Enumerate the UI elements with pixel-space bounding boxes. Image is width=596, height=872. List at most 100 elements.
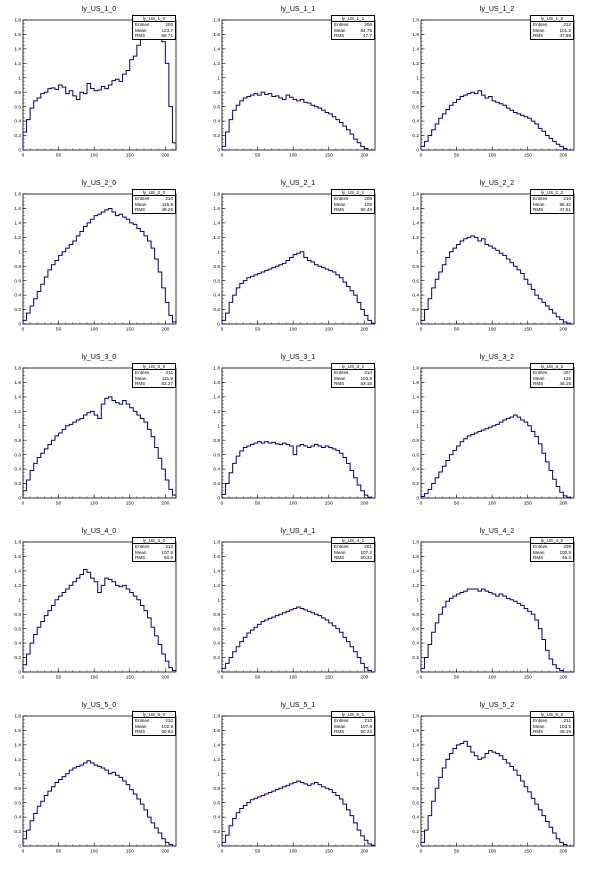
y-tick-label: 0.6 (213, 278, 220, 284)
y-tick-label: 0.8 (213, 264, 220, 270)
stats-row: Mean 107.2 (332, 550, 374, 555)
x-tick-label: 100 (90, 501, 98, 507)
y-tick-label: 1.6 (14, 554, 21, 560)
y-tick-label: 0.8 (412, 612, 419, 618)
y-tick-label: 1 (18, 771, 21, 777)
y-tick-label: 1.2 (213, 583, 220, 589)
y-tick-label: 0.6 (213, 626, 220, 632)
y-tick-label: 1.2 (213, 757, 220, 763)
histogram-panel: ly_US_2_1 0 0.2 0.4 0.6 0.8 1 1.2 1.4 1.6 1.8 0 50 10… (199, 174, 397, 348)
stats-value: 50.64 (161, 729, 174, 735)
x-tick-label: 100 (488, 153, 496, 159)
stats-row: RMS 50.64 (133, 729, 175, 734)
y-tick-label: 0.4 (213, 293, 220, 299)
histogram-plot: 0 0.2 0.4 0.6 0.8 1 1.2 1.4 1.6 1.8 0 50 100 150 200 (14, 540, 177, 681)
stats-name: ly_US_1_0 (133, 16, 175, 23)
y-tick-label: 0.2 (14, 655, 21, 661)
histogram-series (22, 568, 177, 672)
histogram-series (221, 251, 376, 324)
y-tick-label: 1 (217, 423, 220, 429)
histogram-title: ly_US_3_0 (81, 354, 117, 361)
stats-label: Entries (334, 718, 349, 724)
y-tick-label: 1.2 (14, 235, 21, 241)
x-tick-label: 0 (22, 501, 25, 507)
stats-label: RMS (334, 381, 345, 387)
x-tick-label: 150 (325, 327, 333, 333)
y-tick-label: 1.6 (14, 728, 21, 734)
stats-label: RMS (334, 33, 345, 39)
x-tick-label: 0 (22, 675, 25, 681)
y-tick-label: 0.8 (14, 264, 21, 270)
stats-label: Entries (135, 544, 150, 550)
y-tick-label: 0.4 (412, 641, 419, 647)
x-tick-label: 200 (559, 153, 567, 159)
stats-name: ly_US_2_0 (133, 190, 175, 197)
x-tick-label: 50 (454, 501, 460, 507)
y-tick-label: 1 (217, 597, 220, 603)
y-tick-label: 0.6 (14, 104, 21, 110)
histogram-title: ly_US_2_0 (81, 180, 117, 187)
stats-label: Mean (533, 375, 545, 381)
y-tick-label: 0.4 (14, 815, 21, 821)
histogram-title: ly_US_5_2 (479, 702, 515, 709)
stats-row: Mean 103.5 (531, 724, 573, 729)
y-tick-label: 1.4 (14, 394, 21, 400)
y-tick-label: 1.2 (412, 757, 419, 763)
y-tick-label: 0.6 (14, 800, 21, 806)
stats-name: ly_US_2_1 (332, 190, 374, 197)
x-tick-label: 100 (90, 327, 98, 333)
histogram-series (22, 760, 176, 847)
stats-label: Entries (533, 196, 548, 202)
y-tick-label: 1.2 (14, 757, 21, 763)
stats-box: ly_US_2_2 Entries 210 Mean 95.32 RMS 47.51 (530, 189, 574, 214)
y-tick-label: 1.2 (412, 583, 419, 589)
y-tick-label: 1.2 (14, 61, 21, 67)
stats-value: 49.26 (161, 207, 174, 213)
x-tick-label: 200 (161, 849, 169, 855)
stats-box: ly_US_1_0 Entries 200 Mean 123.7 RMS 58.71 (132, 15, 176, 40)
y-tick-label: 1 (416, 423, 419, 429)
y-tick-label: 1.8 (213, 18, 220, 24)
y-tick-label: 0.8 (14, 786, 21, 792)
y-tick-label: 0.2 (14, 829, 21, 835)
y-tick-label: 0.4 (412, 467, 419, 473)
stats-name: ly_US_2_2 (531, 190, 573, 197)
x-tick-label: 200 (559, 501, 567, 507)
stats-value: 103.6 (360, 375, 373, 381)
stats-label: Mean (334, 723, 346, 729)
stats-value: 210 (364, 718, 372, 724)
stats-value: 102.9 (161, 723, 174, 729)
stats-label: RMS (135, 555, 146, 561)
stats-value: 211 (563, 718, 571, 724)
stats-box: ly_US_1_2 Entries 212 Mean 101.2 RMS 47.58 (530, 15, 574, 40)
y-tick-label: 1.6 (412, 554, 419, 560)
y-tick-label: 0.4 (412, 119, 419, 125)
y-tick-label: 0.6 (14, 626, 21, 632)
histogram-panel: ly_US_1_0 0 0.2 0.4 0.6 0.8 1 1.2 1.4 1.6 1.8 0 50 10… (0, 0, 198, 174)
x-tick-label: 200 (559, 327, 567, 333)
y-tick-label: 0.4 (412, 815, 419, 821)
histogram-series (420, 740, 574, 847)
y-tick-label: 0.4 (213, 815, 220, 821)
histogram-panel: ly_US_3_0 0 0.2 0.4 0.6 0.8 1 1.2 1.4 1.6 1.8 0 50 10… (0, 348, 198, 522)
y-tick-label: 0.4 (213, 467, 220, 473)
y-tick-label: 1.8 (213, 714, 220, 720)
y-tick-label: 1 (18, 75, 21, 81)
stats-row: RMS 46.16 (531, 381, 573, 386)
x-tick-label: 200 (161, 501, 169, 507)
stats-name: ly_US_1_1 (332, 16, 374, 23)
y-tick-label: 0.6 (213, 104, 220, 110)
stats-value: 200 (165, 22, 173, 28)
y-tick-label: 0 (416, 670, 419, 676)
y-tick-label: 0.6 (412, 104, 419, 110)
stats-row: Entries 212 (531, 22, 573, 27)
y-tick-label: 1.6 (213, 554, 220, 560)
histogram-title: ly_US_1_1 (280, 6, 316, 13)
y-tick-label: 1.4 (412, 46, 419, 52)
stats-row: Entries 200 (133, 22, 175, 27)
y-tick-label: 0.2 (213, 133, 220, 139)
stats-value: 212 (563, 22, 571, 28)
stats-value: 201 (364, 544, 372, 550)
y-tick-label: 1 (416, 75, 419, 81)
